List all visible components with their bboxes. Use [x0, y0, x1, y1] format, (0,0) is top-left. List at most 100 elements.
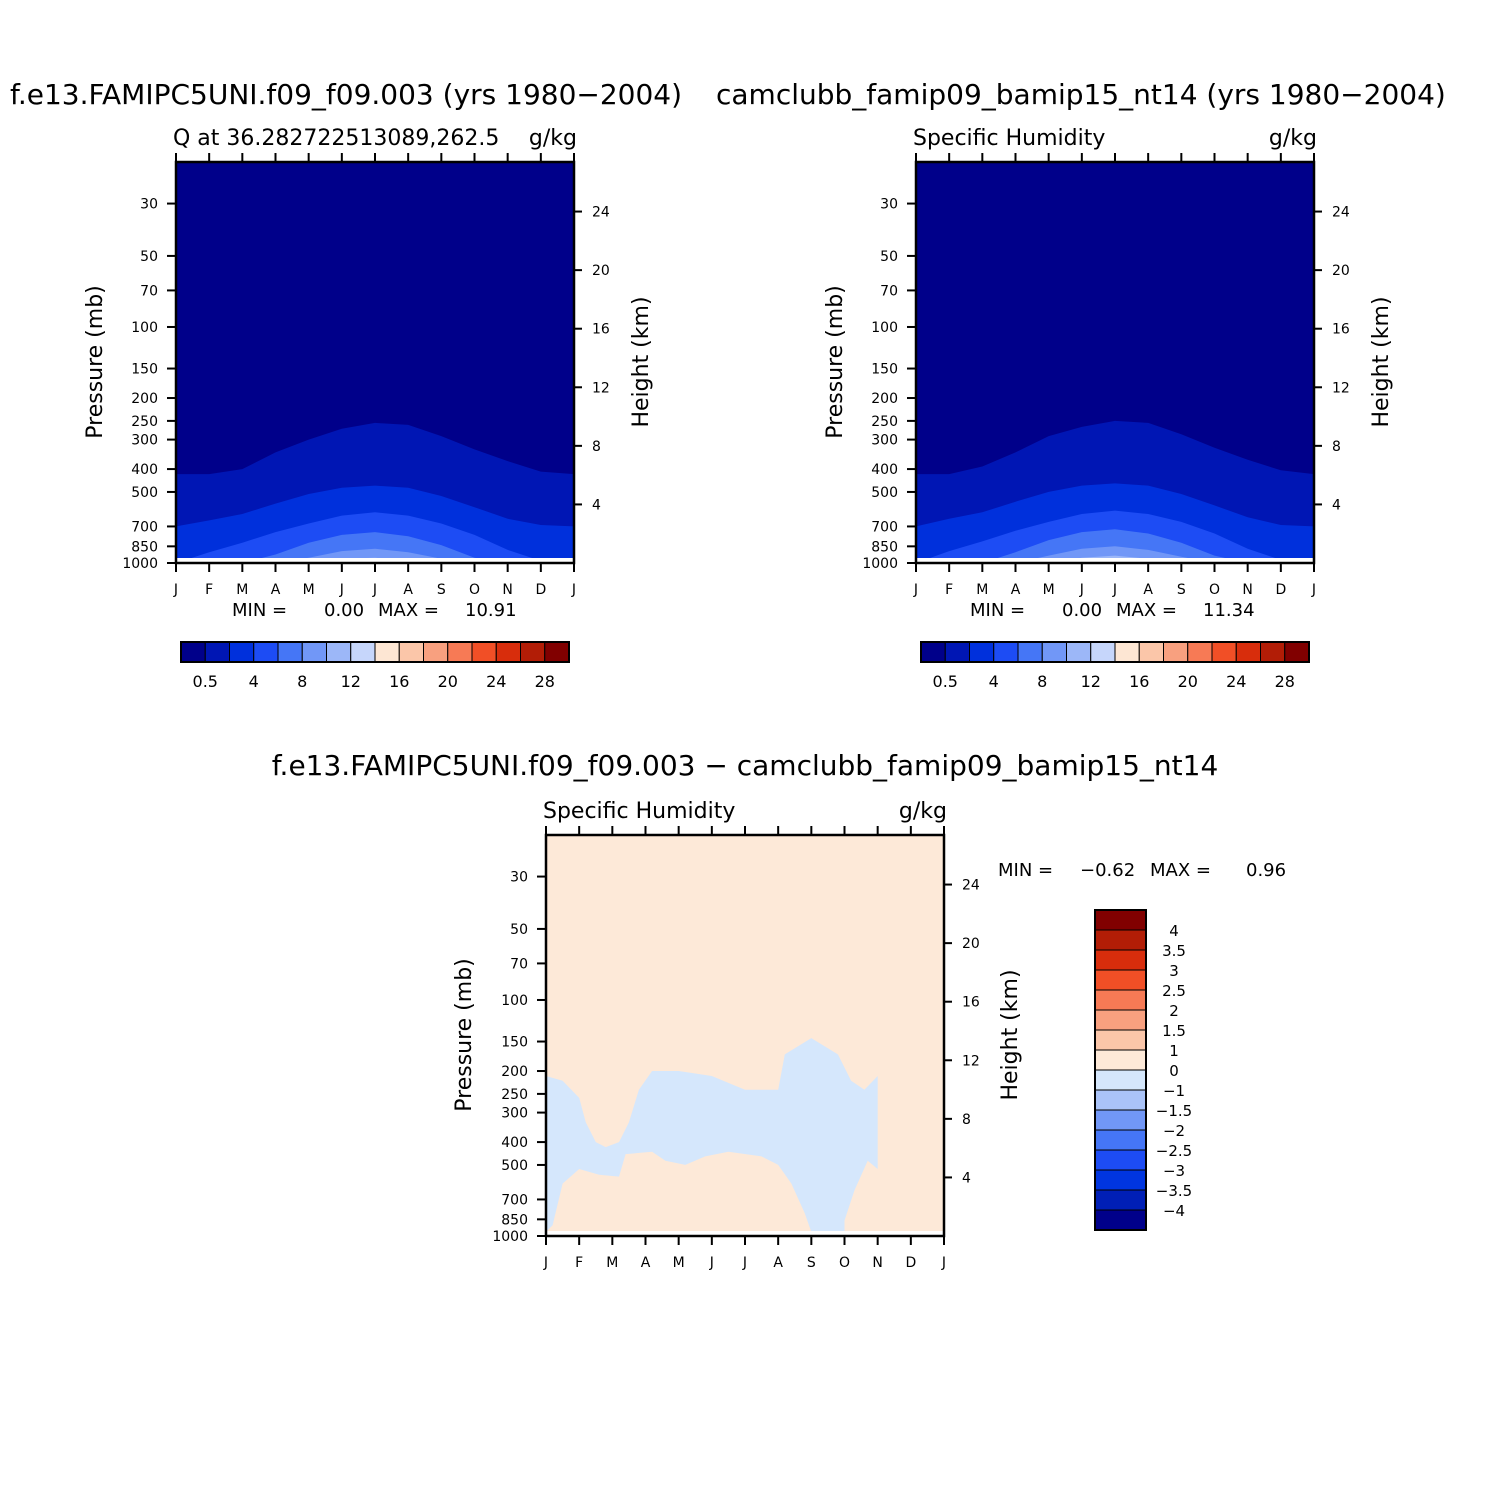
panel-diff-colorbar-label-10: −2 [1163, 1122, 1185, 1140]
panel-2-x-tick-label-10: N [1242, 582, 1252, 598]
panel-2-x-tick-label-1: F [945, 582, 953, 598]
panel-diff-x-tick-label-9: O [839, 1255, 850, 1271]
panel-diff-colorbar-label-11: −2.5 [1156, 1142, 1192, 1160]
panel-diff-x-tick-label-11: D [905, 1255, 916, 1271]
panel-diff-y-tick-label-50: 50 [510, 922, 528, 938]
panel-1-y-tick-label-30: 30 [140, 197, 158, 213]
panel-diff-colorbar-label-13: −3.5 [1156, 1182, 1192, 1200]
panel-1-colorbar-label-6: 24 [486, 672, 506, 691]
panel-1-x-tick-label-6: J [372, 582, 377, 598]
panel-2-colorbar-box-12 [1211, 641, 1237, 663]
panel-diff-colorbar-label-8: −1 [1163, 1082, 1185, 1100]
panel-diff-colorbar-label-3: 2.5 [1162, 982, 1186, 1000]
panel-1-colorbar-box-5 [301, 641, 327, 663]
panel-diff-y-tick-label-30: 30 [510, 870, 528, 886]
panel-2-y-right-tick-label-4: 4 [1332, 497, 1341, 513]
panel-1-colorbar-label-2: 8 [297, 672, 307, 691]
panel-1-colorbar-box-2 [229, 641, 255, 663]
panel-1-y-tick-label-200: 200 [131, 391, 158, 407]
panel-2-y-tick-label-200: 200 [871, 391, 898, 407]
panel-1-colorbar-label-3: 12 [341, 672, 361, 691]
panel-diff-y-tick-label-1000: 1000 [492, 1229, 528, 1245]
panel-2-colorbar-box-14 [1260, 641, 1286, 663]
panel-1-colorbar: 0.5 4 8 12 16 20 24 28 [180, 641, 570, 691]
panel-diff-y-right-tick-label-20: 20 [962, 936, 980, 952]
panel-1-x-tick-label-3: A [271, 582, 281, 598]
panel-2-x-tick-label-5: J [1079, 582, 1084, 598]
panel-1-y-right-tick-label-8: 8 [592, 439, 601, 455]
panel-2-x-tick-label-4: M [1043, 582, 1055, 598]
panel-1: f.e13.FAMIPC5UNI.f09_f09.003 (yrs 1980−2… [10, 78, 682, 691]
panel-1-colorbar-box-4 [277, 641, 303, 663]
panel-2-y-tick-label-30: 30 [880, 197, 898, 213]
panel-diff-y-tick-label-70: 70 [510, 956, 528, 972]
panel-diff-colorbar-label-1: 3.5 [1162, 942, 1186, 960]
panel-1-y-tick-label-500: 500 [131, 485, 158, 501]
panel-1-x-tick-label-4: M [303, 582, 315, 598]
panel-2-min-value: 0.00 [1062, 600, 1102, 621]
panel-2-x-tick-label-2: M [976, 582, 988, 598]
panel-diff-colorbar-label-4: 2 [1169, 1002, 1179, 1020]
panel-diff-x-tick-label-4: M [673, 1255, 685, 1271]
panel-1-colorbar-box-10 [423, 641, 449, 663]
panel-diff-y-right-axis-label: Height (km) [998, 969, 1023, 1100]
panel-diff-y-right-tick-label-24: 24 [962, 878, 980, 894]
panel-2-y-tick-label-300: 300 [871, 433, 898, 449]
panel-2-colorbar-box-8 [1114, 641, 1140, 663]
panel-diff-x-tick-label-3: A [641, 1255, 651, 1271]
panel-2-colorbar-box-13 [1235, 641, 1261, 663]
panel-1-colorbar-box-11 [447, 641, 473, 663]
panel-1-max-value: 10.91 [465, 600, 517, 621]
panel-diff-x-tick-label-12: J [941, 1255, 946, 1271]
panel-1-colorbar-label-7: 28 [535, 672, 555, 691]
panel-diff-min-label: MIN = [998, 860, 1053, 881]
panel-1-colorbar-box-12 [471, 641, 497, 663]
panel-1-units: g/kg [529, 126, 577, 151]
panel-2-x-tick-label-12: J [1311, 582, 1316, 598]
panel-diff-colorbar-label-7: 0 [1169, 1062, 1179, 1080]
panel-diff-colorbar-box-8 [1094, 1069, 1147, 1091]
panel-1-colorbar-box-6 [326, 641, 352, 663]
panel-diff-colorbar-label-0: 4 [1169, 922, 1179, 940]
panel-1-y-right-tick-label-20: 20 [592, 263, 610, 279]
panel-1-title: f.e13.FAMIPC5UNI.f09_f09.003 (yrs 1980−2… [10, 78, 682, 111]
panel-diff-y-right-tick-label-4: 4 [962, 1170, 971, 1186]
panel-1-y-tick-label-250: 250 [131, 414, 158, 430]
panel-2-y-right-tick-label-16: 16 [1332, 322, 1350, 338]
panel-1-min-label: MIN = [232, 600, 287, 621]
panel-2-max-label: MAX = [1116, 600, 1177, 621]
panel-1-x-tick-label-10: N [502, 582, 512, 598]
panel-1-colorbar-label-4: 16 [389, 672, 409, 691]
panel-2-colorbar-box-11 [1187, 641, 1213, 663]
panel-2-colorbar-frame [920, 641, 1310, 663]
panel-diff-colorbar-box-4 [1094, 989, 1147, 1011]
panel-2-y-tick-label-850: 850 [871, 539, 898, 555]
panel-2-y-right-tick-label-8: 8 [1332, 439, 1341, 455]
panel-1-colorbar-box-13 [495, 641, 521, 663]
panel-diff-colorbar-box-11 [1094, 1129, 1147, 1151]
panel-2-colorbar-box-15 [1284, 641, 1310, 663]
panel-1-y-tick-label-1000: 1000 [122, 556, 158, 572]
panel-2-colorbar-box-1 [944, 641, 970, 663]
panel-diff-colorbar-box-12 [1094, 1149, 1147, 1171]
panel-2-x-tick-label-11: D [1275, 582, 1286, 598]
panel-diff-colorbar-box-0 [1094, 909, 1147, 931]
panel-1-y-tick-label-850: 850 [131, 539, 158, 555]
panel-2-colorbar-label-3: 12 [1081, 672, 1101, 691]
panel-diff-y-tick-label-850: 850 [501, 1212, 528, 1228]
panel-1-surface-band [176, 558, 574, 563]
panel-diff-min-value: −0.62 [1080, 860, 1135, 881]
panel-1-y-tick-label-150: 150 [131, 362, 158, 378]
panel-diff-units: g/kg [899, 799, 947, 824]
panel-diff-colorbar-box-9 [1094, 1089, 1147, 1111]
panel-1-y-tick-label-300: 300 [131, 433, 158, 449]
panel-diff-x-tick-label-5: J [709, 1255, 714, 1271]
panel-diff-y-tick-label-400: 400 [501, 1135, 528, 1151]
panel-diff-colorbar-label-14: −4 [1163, 1202, 1185, 1220]
panel-diff-y-right-tick-label-8: 8 [962, 1112, 971, 1128]
panel-1-x-tick-label-7: A [403, 582, 413, 598]
panel-diff-y-right-tick-label-12: 12 [962, 1053, 980, 1069]
panel-diff-colorbar: 4 3.5 3 2.5 2 1.5 1 0 −1 −1.5 −2 −2.5 −3 −3.5 −4 [1094, 909, 1192, 1231]
panel-1-x-tick-label-9: O [469, 582, 480, 598]
